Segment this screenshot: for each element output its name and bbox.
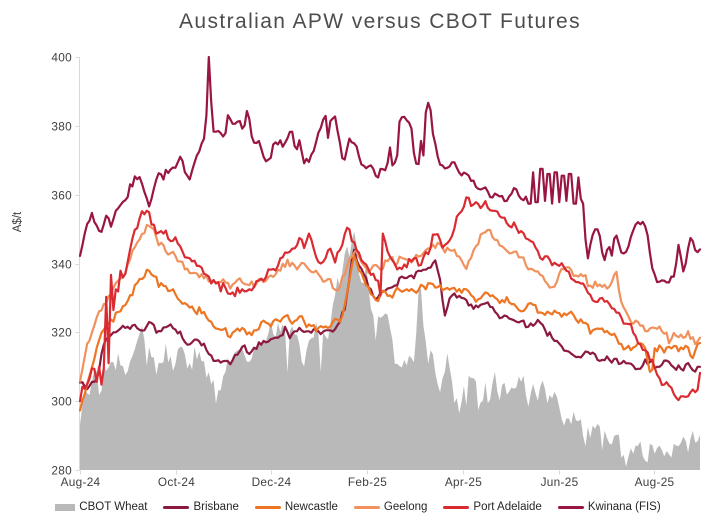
chart-title: Australian APW versus CBOT Futures (179, 10, 581, 33)
legend-item-geelong: Geelong (353, 501, 428, 513)
legend-swatch-line (443, 505, 470, 509)
legend-item-port-adelaide: Port Adelaide (443, 501, 542, 513)
x-tick-label: Aug-25 (635, 475, 675, 489)
legend-label: Brisbane (193, 501, 239, 513)
legend-item-cbot-wheat: CBOT Wheat (55, 501, 147, 513)
legend-swatch-line (353, 505, 380, 509)
legend-label: Newcastle (284, 501, 338, 513)
y-tick-label: 320 (51, 326, 72, 340)
series-area-cbot-wheat (80, 231, 700, 470)
legend-swatch-line (163, 505, 190, 509)
legend-label: Kwinana (FIS) (587, 501, 661, 513)
legend-item-kwinana-fis-: Kwinana (FIS) (557, 501, 661, 513)
x-tick-label: Feb-25 (348, 475, 387, 489)
x-tick-label: Oct-24 (158, 475, 195, 489)
legend-swatch-line (254, 505, 281, 509)
series-line-port-adelaide (78, 196, 702, 403)
series-line-newcastle (78, 254, 702, 412)
x-tick-label: Apr-25 (445, 475, 482, 489)
legend-label: Port Adelaide (473, 501, 542, 513)
y-tick-label: 380 (51, 120, 72, 134)
legend-label: CBOT Wheat (79, 501, 148, 513)
legend-swatch-area (55, 503, 76, 511)
series-line-kwinana-fis- (78, 55, 702, 284)
x-tick-label: Dec-24 (252, 475, 292, 489)
y-tick-label: 300 (51, 395, 72, 409)
y-tick-label: 360 (51, 189, 72, 203)
legend: CBOT Wheat Brisbane Newcastle Geelong Port A… (0, 501, 716, 513)
y-tick-label: 340 (51, 258, 72, 272)
series-line-brisbane (78, 248, 702, 391)
legend-item-newcastle: Newcastle (254, 501, 338, 513)
legend-item-brisbane: Brisbane (163, 501, 239, 513)
legend-swatch-line (557, 505, 584, 509)
y-tick-label: 400 (51, 51, 72, 65)
y-tick-label: 280 (51, 464, 72, 478)
x-tick-label: Aug-24 (61, 475, 101, 489)
legend-label: Geelong (383, 501, 428, 513)
x-tick-label: Jun-25 (541, 475, 579, 489)
